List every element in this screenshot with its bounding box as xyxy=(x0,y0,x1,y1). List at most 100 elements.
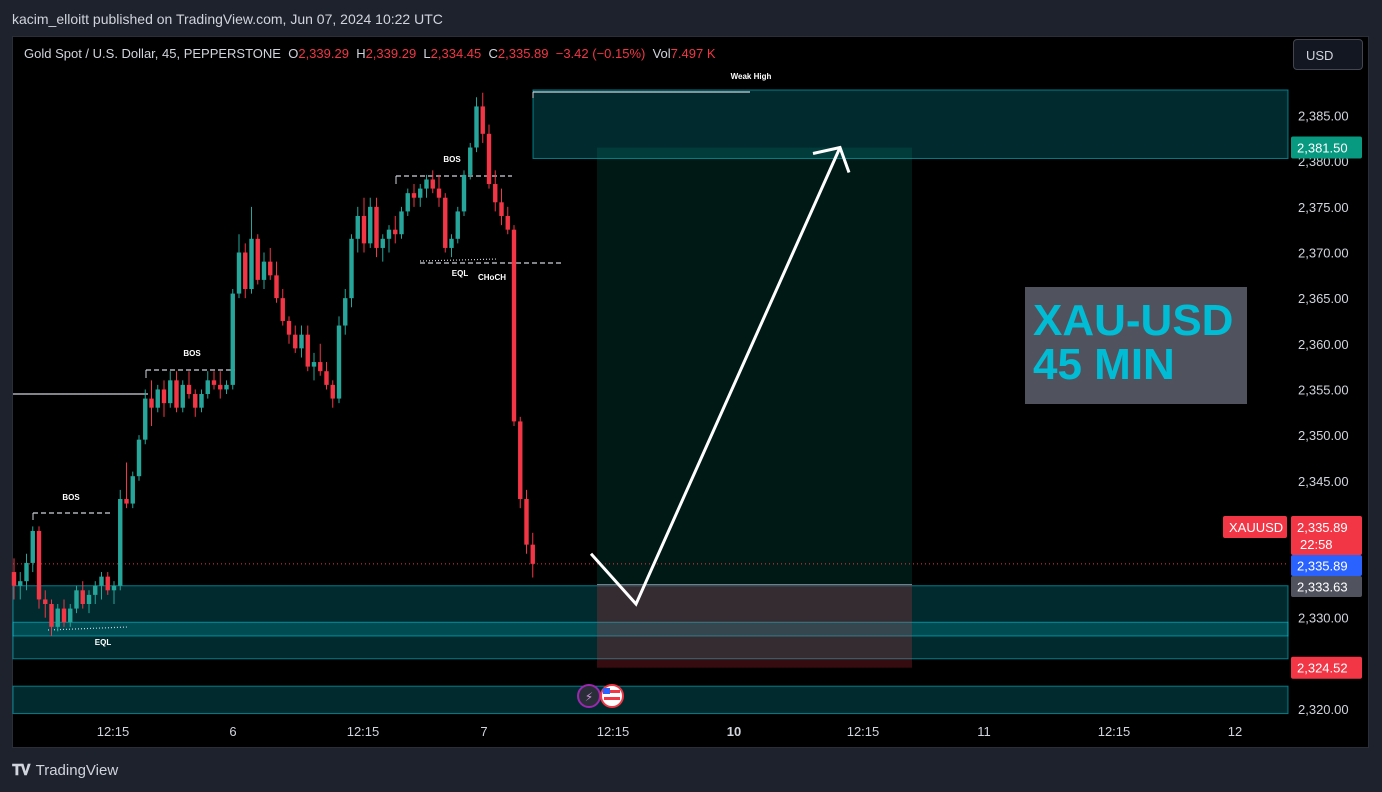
open-label: O xyxy=(288,46,299,61)
candle-body xyxy=(336,325,342,399)
candle-body xyxy=(136,439,142,477)
time-tick-label: 12:15 xyxy=(847,724,880,739)
us-flag-stripe xyxy=(604,697,620,700)
candle-body xyxy=(524,499,529,545)
candle-body xyxy=(211,380,217,385)
candle xyxy=(74,585,79,614)
candle-body xyxy=(193,394,198,408)
candle xyxy=(393,215,398,244)
symbol-tag-bg xyxy=(1223,516,1287,538)
candle-body xyxy=(424,179,429,189)
candle-body xyxy=(155,389,160,408)
candle xyxy=(230,289,235,390)
candle-body xyxy=(36,530,42,600)
candle xyxy=(524,489,529,554)
last-price-bg xyxy=(1291,516,1362,555)
candle-body xyxy=(261,261,267,280)
candle xyxy=(24,553,29,591)
candle xyxy=(355,206,360,253)
candle xyxy=(243,243,248,299)
price-axis: 2,320.002,325.002,330.002,335.002,340.00… xyxy=(1298,109,1349,717)
high-value: 2,339.29 xyxy=(365,46,417,61)
candle-body xyxy=(293,334,298,349)
time-tick-label: 10 xyxy=(727,724,741,739)
candle-body xyxy=(161,389,167,404)
annotation-label: BOS xyxy=(443,155,461,164)
candle xyxy=(43,590,48,618)
candle-body xyxy=(530,544,535,564)
candle-body xyxy=(124,499,129,504)
annotation-label: CHoCH xyxy=(478,273,506,282)
bid-price-tag-text: 2,335.89 xyxy=(1297,559,1348,574)
candle xyxy=(318,343,323,376)
low-label: L xyxy=(423,46,431,61)
candle xyxy=(124,462,129,509)
candle-body xyxy=(449,238,454,248)
candle-body xyxy=(168,380,173,404)
candle-body xyxy=(430,179,435,189)
candle-body xyxy=(355,215,360,239)
candle-body xyxy=(224,384,229,390)
candle-body xyxy=(405,193,410,212)
countdown-text: 22:58 xyxy=(1300,537,1333,552)
candle xyxy=(224,380,229,395)
candle-body xyxy=(180,384,185,408)
zones-layer xyxy=(12,89,1289,715)
tradingview-brand: TradingView xyxy=(35,762,119,779)
candle xyxy=(211,371,217,390)
target-price-tag: 2,381.50 xyxy=(1291,136,1362,159)
symbol-name[interactable]: Gold Spot / U.S. Dollar, 45, PEPPERSTONE xyxy=(24,46,281,61)
candle xyxy=(236,234,242,299)
candle xyxy=(449,234,454,258)
price-tick-label: 2,385.00 xyxy=(1298,109,1349,124)
candle-body xyxy=(93,585,98,595)
price-tick-label: 2,365.00 xyxy=(1298,291,1349,306)
candle-body xyxy=(468,147,473,175)
projection-arrow: ⚡ xyxy=(577,145,851,708)
time-tick-label: 12:15 xyxy=(97,724,130,739)
candle-body xyxy=(268,261,273,276)
currency-button[interactable]: USD xyxy=(1293,39,1363,70)
candle xyxy=(518,416,523,509)
candle xyxy=(499,188,504,226)
candle xyxy=(424,174,429,198)
last-price-tag: 2,335.89 22:58 xyxy=(1291,516,1362,555)
candle xyxy=(155,384,160,413)
position-stop-zone xyxy=(597,584,912,668)
overlay-title-line1: XAU-USD xyxy=(1033,296,1234,345)
candle xyxy=(349,234,354,308)
candle-body xyxy=(324,371,329,385)
candle xyxy=(386,225,392,253)
candle-body xyxy=(280,298,285,321)
close-value: 2,335.89 xyxy=(497,46,549,61)
candle xyxy=(161,380,167,417)
time-tick-label: 12:15 xyxy=(1098,724,1131,739)
candle xyxy=(330,380,335,408)
annotation-label: EQL xyxy=(95,638,112,647)
stop-price-tag-text: 2,324.52 xyxy=(1297,661,1348,676)
candle xyxy=(411,184,417,207)
candle xyxy=(374,197,379,258)
candle xyxy=(468,142,473,180)
candle xyxy=(99,572,104,600)
candle xyxy=(274,261,279,303)
time-tick-label: 6 xyxy=(229,724,236,739)
symbol-tag: XAUUSD xyxy=(1223,516,1287,538)
candle-body xyxy=(249,238,254,290)
candle xyxy=(324,362,329,390)
tradingview-logo[interactable]: 𝐓𝐕 TradingView xyxy=(12,762,118,779)
candle xyxy=(486,124,492,189)
candle xyxy=(405,188,410,216)
candle xyxy=(11,558,17,600)
candle-body xyxy=(80,590,85,605)
candle-body xyxy=(455,211,460,239)
time-axis: 12:15 6 12:15 7 12:15 10 12:15 11 12:15 12 xyxy=(97,724,1243,739)
candle-body xyxy=(299,334,304,349)
zone-supply xyxy=(532,89,1289,159)
annotation-label: Weak High xyxy=(731,72,772,81)
symbol-legend: Gold Spot / U.S. Dollar, 45, PEPPERSTONE… xyxy=(24,46,716,61)
candle-body xyxy=(130,476,135,504)
candle-body xyxy=(518,421,523,500)
candle xyxy=(261,252,267,290)
